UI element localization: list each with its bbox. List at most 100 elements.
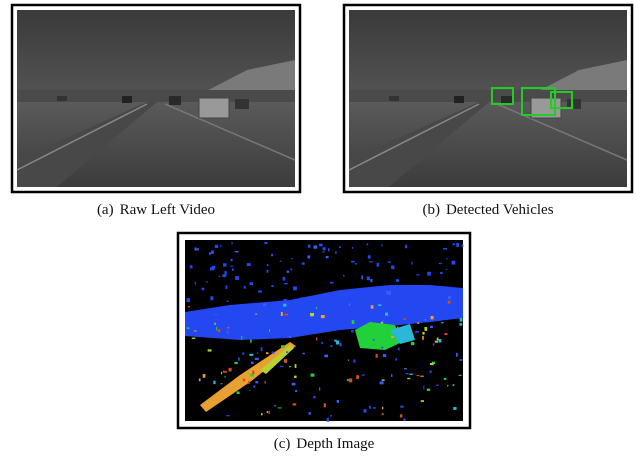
- image-detail: [214, 323, 215, 325]
- image-detail: [407, 378, 410, 379]
- image-detail: [330, 282, 334, 284]
- image-detail: [206, 281, 209, 282]
- image-detail: [215, 245, 218, 248]
- image-detail: [448, 301, 451, 304]
- caption-text: Raw Left Video: [120, 202, 215, 218]
- image-detail: [271, 254, 273, 257]
- image-detail: [221, 383, 223, 384]
- image-detail: [409, 374, 413, 375]
- image-detail: [316, 337, 317, 340]
- image-detail: [436, 385, 438, 386]
- figure-images: [0, 0, 637, 459]
- image-detail: [309, 412, 311, 415]
- image-detail: [280, 261, 282, 262]
- image-detail: [370, 279, 372, 282]
- image-detail: [199, 378, 201, 381]
- image-detail: [405, 245, 407, 248]
- image-detail: [287, 271, 289, 273]
- image-detail: [444, 333, 447, 335]
- image-detail: [396, 279, 399, 282]
- image-detail: [381, 347, 383, 349]
- image-detail: [380, 381, 384, 384]
- image-detail: [267, 270, 269, 273]
- image-detail: [283, 299, 287, 302]
- image-detail: [459, 323, 462, 325]
- depth-image: [185, 240, 463, 422]
- detected-video-image: [349, 10, 627, 187]
- image-detail: [202, 288, 205, 291]
- image-detail: [289, 366, 291, 367]
- image-detail: [453, 243, 456, 245]
- image-detail: [302, 297, 305, 301]
- image-detail: [435, 341, 438, 343]
- image-detail: [361, 276, 363, 280]
- image-detail: [272, 352, 275, 354]
- image-detail: [448, 296, 451, 299]
- image-detail: [433, 343, 434, 345]
- figure: (a)Raw Left Video (b)Detected Vehicles (…: [0, 0, 637, 459]
- image-detail: [295, 364, 297, 368]
- image-detail: [373, 291, 376, 294]
- image-detail: [265, 381, 266, 383]
- image-detail: [210, 296, 213, 300]
- image-detail: [249, 354, 253, 356]
- image-detail: [420, 376, 424, 377]
- image-detail: [400, 414, 402, 417]
- image-detail: [231, 259, 233, 262]
- image-detail: [249, 282, 253, 285]
- image-detail: [251, 362, 254, 364]
- image-detail: [324, 403, 326, 407]
- image-detail: [224, 271, 226, 275]
- image-detail: [373, 407, 376, 408]
- image-detail: [427, 272, 431, 276]
- image-detail: [257, 352, 258, 354]
- image-detail: [382, 407, 383, 409]
- image-detail: [319, 387, 320, 390]
- image-detail: [271, 285, 274, 287]
- image-detail: [284, 359, 287, 363]
- image-detail: [368, 255, 371, 258]
- image-detail: [417, 322, 419, 324]
- image-detail: [316, 307, 317, 309]
- image-detail: [427, 318, 430, 320]
- image-detail: [321, 342, 323, 344]
- image-detail: [381, 322, 383, 324]
- image-detail: [362, 290, 363, 294]
- image-detail: [314, 246, 318, 249]
- image-detail: [321, 315, 325, 318]
- image-detail: [395, 358, 397, 360]
- image-detail: [400, 406, 403, 408]
- image-detail: [269, 329, 270, 332]
- image-detail: [452, 261, 456, 265]
- image-detail: [391, 265, 394, 269]
- image-detail: [292, 383, 296, 385]
- image-detail: [289, 336, 291, 338]
- image-detail: [411, 342, 414, 345]
- image-detail: [437, 338, 439, 341]
- image-detail: [322, 251, 324, 252]
- image-detail: [250, 374, 254, 377]
- image-detail: [227, 301, 229, 302]
- image-detail: [391, 336, 394, 338]
- image-detail: [457, 289, 460, 291]
- image-detail: [248, 381, 250, 384]
- image-detail: [323, 247, 326, 250]
- image-detail: [462, 245, 464, 248]
- image-detail: [284, 314, 288, 316]
- image-detail: [353, 360, 355, 363]
- image-detail: [308, 244, 310, 247]
- image-detail: [453, 384, 455, 386]
- image-detail: [398, 348, 400, 351]
- image-detail: [188, 306, 190, 307]
- image-detail: [369, 261, 373, 262]
- image-detail: [440, 272, 443, 274]
- image-detail: [236, 251, 237, 252]
- image-detail: [209, 316, 212, 319]
- image-detail: [447, 385, 448, 387]
- image-detail: [330, 415, 331, 416]
- image-detail: [446, 269, 448, 270]
- image-detail: [226, 415, 229, 416]
- image-detail: [416, 274, 419, 275]
- image-detail: [253, 385, 255, 387]
- image-detail: [218, 329, 221, 332]
